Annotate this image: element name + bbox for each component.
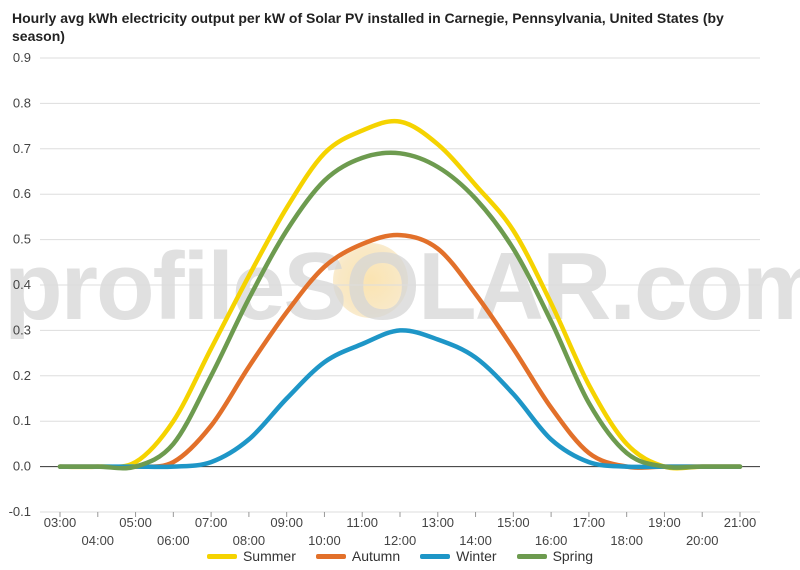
x-tick-label: 21:00	[724, 515, 757, 530]
series-line-autumn	[57, 232, 743, 470]
grid-lines	[40, 57, 760, 513]
x-tick-label: 07:00	[195, 515, 228, 530]
chart-legend: Summer Autumn Winter Spring	[0, 548, 800, 564]
y-tick-label: 0.1	[13, 413, 31, 428]
y-tick-label: 0.0	[13, 459, 31, 474]
x-axis-ticks: 03:00 04:00 05:00 06:00 07:00 08:00 09:00 10:00…	[44, 512, 757, 548]
x-tick-label: 17:00	[573, 515, 606, 530]
legend-swatch	[516, 553, 547, 559]
legend-item-winter: Winter	[420, 548, 497, 564]
y-tick-label: -0.1	[9, 504, 31, 519]
x-tick-label: 13:00	[422, 515, 455, 530]
y-tick-label: 0.7	[13, 141, 31, 156]
legend-label: Autumn	[351, 548, 401, 564]
x-tick-label: 03:00	[44, 515, 77, 530]
y-tick-label: 0.5	[13, 232, 31, 247]
y-tick-label: 0.8	[13, 95, 31, 110]
legend-label: Winter	[456, 548, 497, 564]
x-tick-label: 11:00	[346, 515, 378, 530]
x-tick-label: 20:00	[686, 533, 719, 548]
x-tick-label: 04:00	[82, 533, 115, 548]
series-line-spring	[57, 150, 743, 471]
legend-label: Summer	[242, 548, 296, 564]
legend-swatch	[315, 553, 346, 559]
x-tick-label: 19:00	[648, 515, 681, 530]
x-tick-label: 09:00	[270, 515, 303, 530]
series-line-winter	[57, 328, 743, 470]
legend-item-autumn: Autumn	[315, 548, 401, 564]
series-lines	[57, 118, 743, 471]
chart-title: Hourly avg kWh electricity output per kW…	[12, 10, 724, 44]
x-tick-label: 06:00	[157, 533, 190, 548]
series-line-summer	[57, 118, 743, 471]
y-tick-label: 0.4	[13, 277, 31, 292]
x-tick-label: 18:00	[610, 533, 643, 548]
y-tick-label: 0.3	[13, 322, 31, 337]
x-tick-label: 12:00	[384, 533, 417, 548]
x-tick-label: 05:00	[119, 515, 152, 530]
watermark-text: profileSOLAR.com	[4, 233, 800, 340]
x-tick-label: 08:00	[233, 533, 266, 548]
x-tick-label: 16:00	[535, 533, 568, 548]
watermark-sun-logo	[333, 243, 408, 318]
legend-item-summer: Summer	[206, 548, 296, 564]
y-axis-ticks: -0.1 0.0 0.1 0.2 0.3 0.4 0.5 0.6 0.7 0.8 0.9	[9, 50, 31, 519]
legend-label: Spring	[552, 548, 594, 564]
x-tick-label: 14:00	[459, 533, 492, 548]
legend-swatch	[206, 553, 237, 559]
y-tick-label: 0.6	[13, 186, 31, 201]
legend-item-spring: Spring	[516, 548, 594, 564]
x-tick-label: 15:00	[497, 515, 530, 530]
legend-swatch	[420, 553, 451, 559]
x-tick-label: 10:00	[308, 533, 341, 548]
y-tick-label: 0.2	[13, 368, 31, 383]
y-tick-label: 0.9	[13, 50, 31, 65]
